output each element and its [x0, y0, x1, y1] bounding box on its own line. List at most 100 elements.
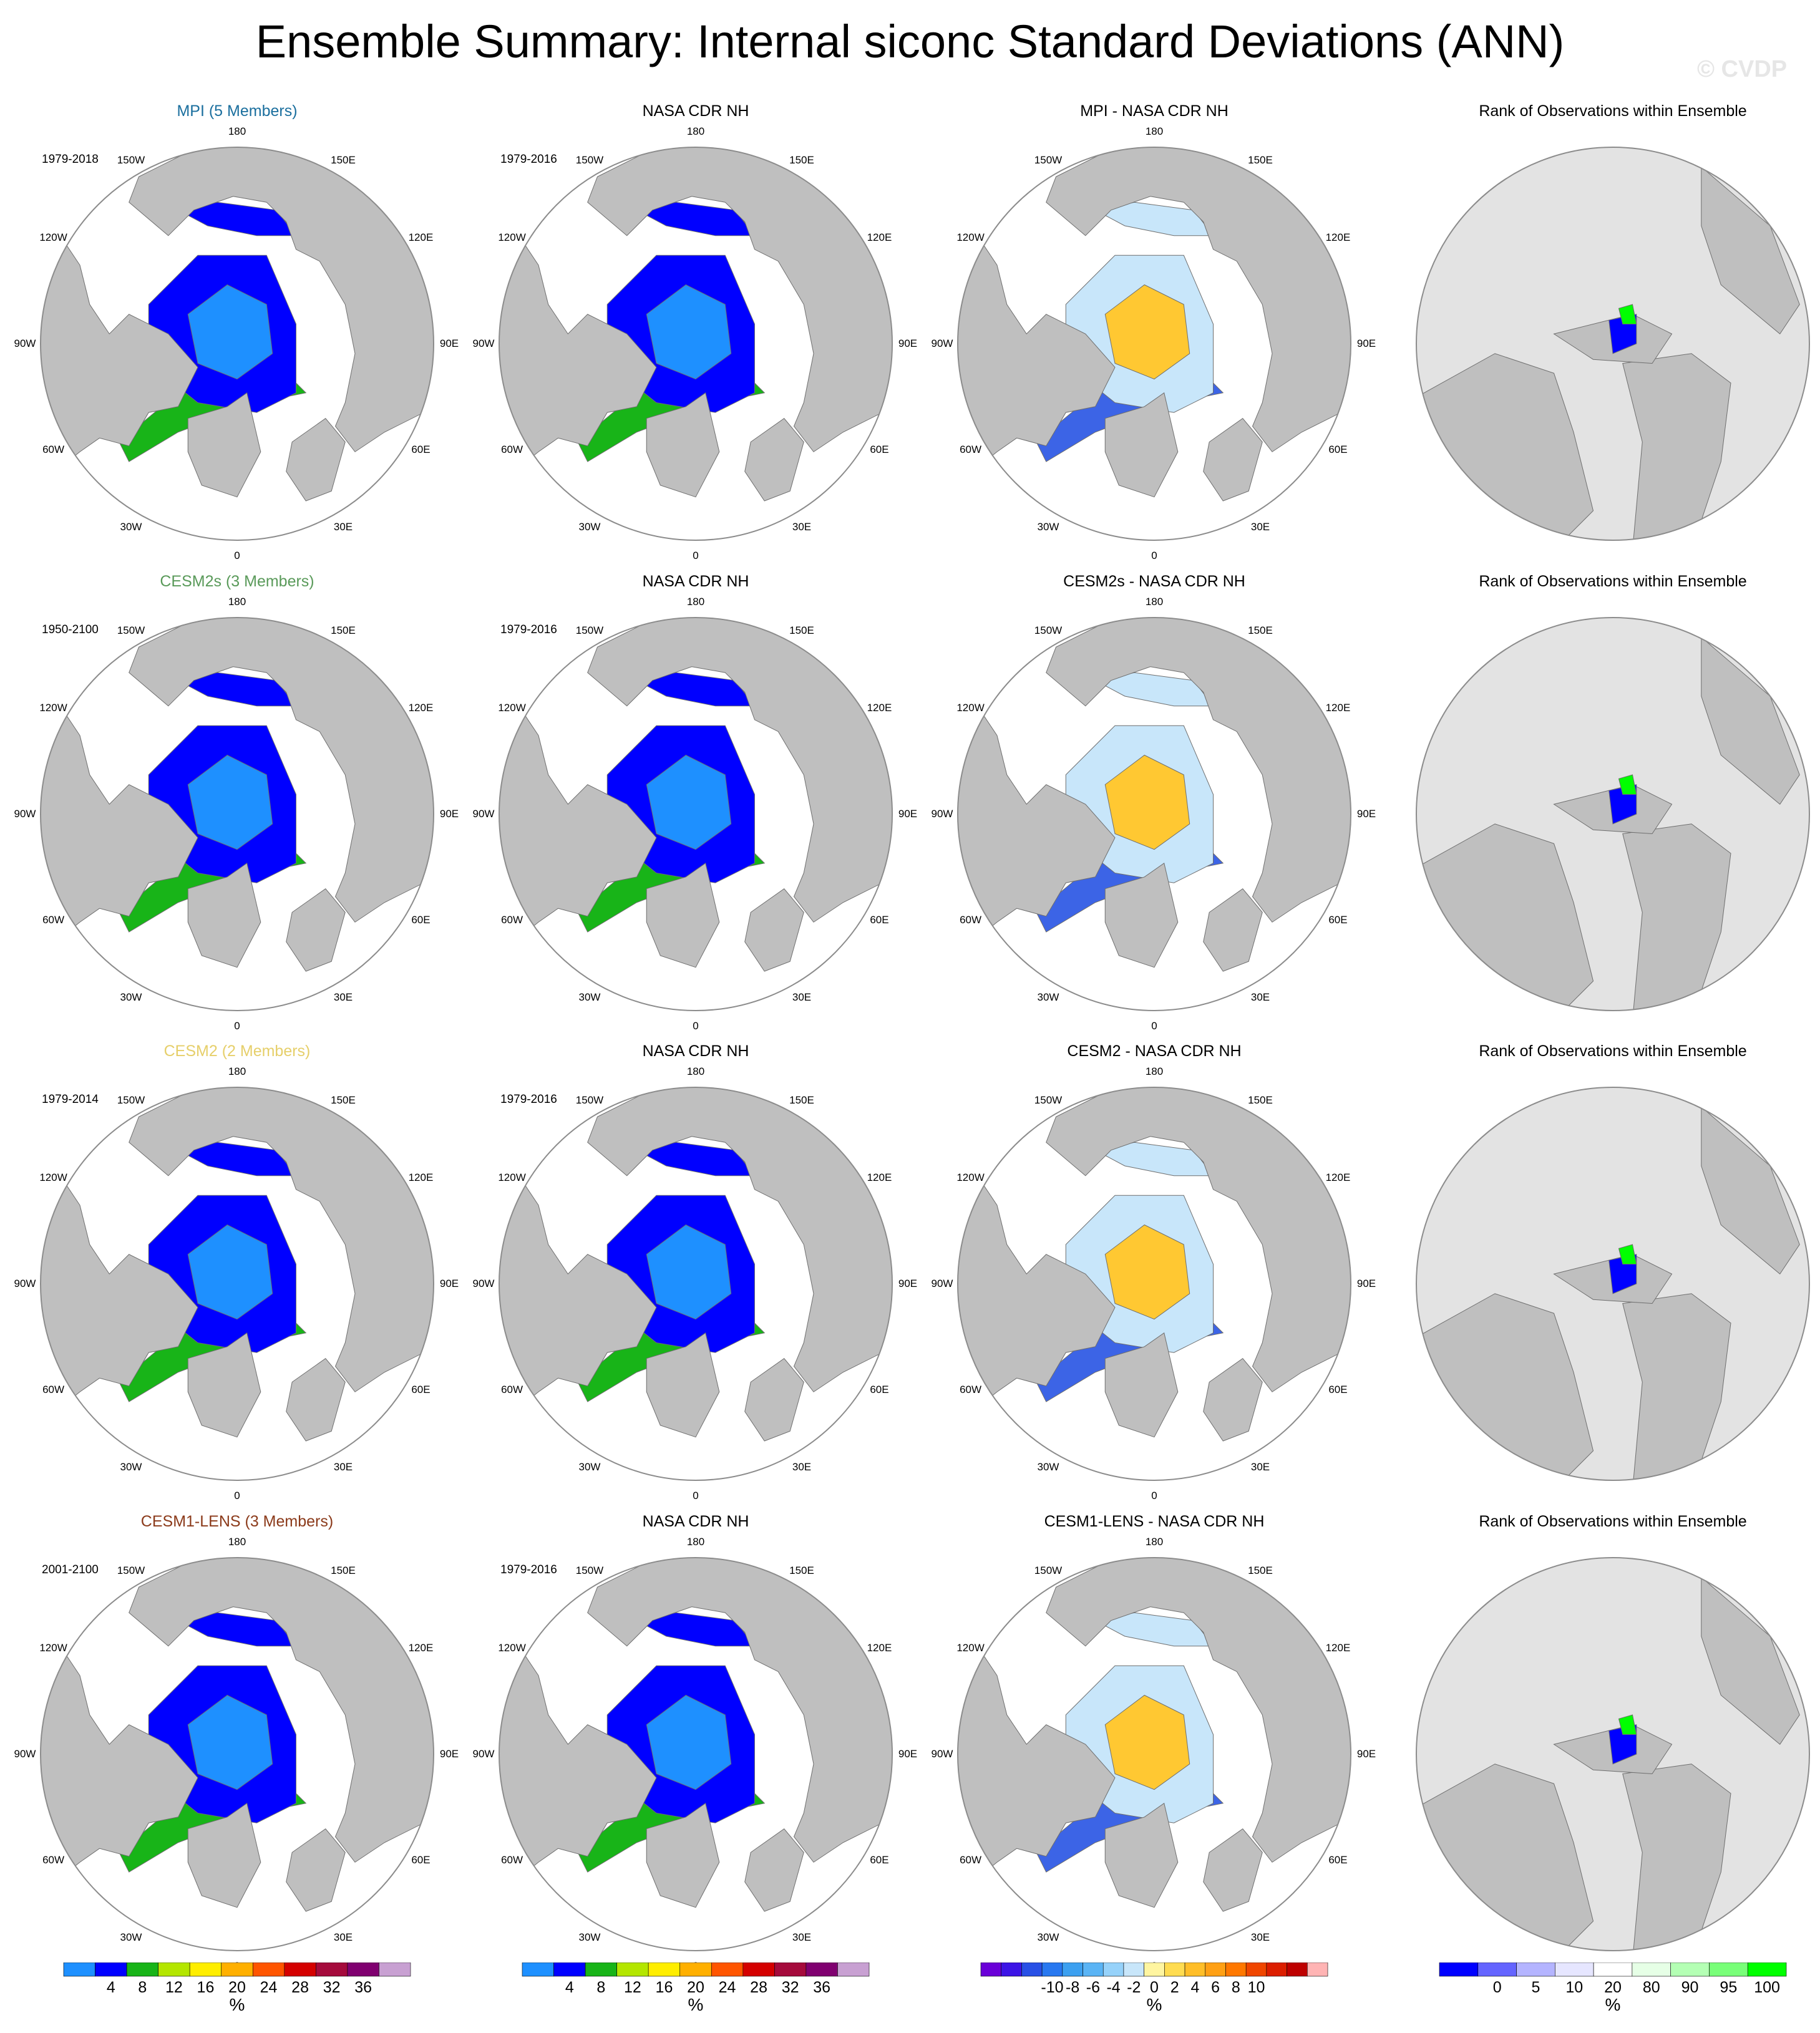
- period-label: 2001-2100: [42, 1563, 99, 1576]
- longitude-label: 120E: [408, 231, 434, 243]
- longitude-label: 0: [693, 1020, 699, 1032]
- map-border: [40, 617, 434, 1011]
- panel-title: MPI (5 Members): [177, 102, 298, 120]
- colorbar-swatch: [1083, 1963, 1104, 1977]
- land-shape: [1046, 1558, 1351, 1863]
- colorbar-tick-label: -2: [1127, 1979, 1141, 1996]
- colorbar-swatch: [648, 1963, 681, 1977]
- land-shape: [744, 1828, 804, 1912]
- colorbar-swatch: [347, 1963, 379, 1977]
- colorbar-swatch: [221, 1963, 253, 1977]
- longitude-label: 120W: [39, 702, 67, 714]
- period-label: 1979-2016: [500, 1093, 557, 1106]
- longitude-label: 90W: [931, 1748, 953, 1760]
- panel-title: CESM1-LENS (3 Members): [140, 1513, 334, 1530]
- land-shape: [187, 862, 261, 968]
- colorbar-swatch: [1307, 1963, 1328, 1977]
- land-shape: [646, 1802, 720, 1908]
- panel-title: CESM2 (2 Members): [163, 1042, 311, 1060]
- longitude-label: 60W: [960, 444, 982, 455]
- colorbar-swatch: [1516, 1963, 1555, 1977]
- land-shape: [187, 1802, 261, 1908]
- colorbar-tick-label: 90: [1681, 1979, 1699, 1996]
- longitude-label: 180: [228, 125, 246, 137]
- longitude-label: 120W: [39, 1642, 67, 1654]
- panel-title: Rank of Observations within Ensemble: [1479, 1513, 1747, 1530]
- land-shape: [587, 1087, 892, 1392]
- longitude-label: 120E: [867, 702, 892, 714]
- longitude-label: 60W: [501, 444, 523, 455]
- longitude-label: 120E: [408, 1642, 434, 1654]
- panel-title: NASA CDR NH: [642, 573, 749, 590]
- polar-map: [957, 147, 1351, 541]
- longitude-label: 30E: [1250, 1931, 1270, 1944]
- longitude-label: 0: [1151, 550, 1157, 561]
- colorbar-tick-label: 20: [687, 1979, 704, 1996]
- land-shape: [1203, 1358, 1263, 1442]
- longitude-label: 150W: [117, 153, 145, 166]
- colorbar-swatch: [126, 1963, 158, 1977]
- period-label: 1979-2016: [500, 623, 557, 636]
- longitude-label: 90E: [439, 1278, 459, 1289]
- colorbar-swatch: [1062, 1963, 1083, 1977]
- longitude-label: 120E: [1325, 1642, 1351, 1654]
- longitude-label: 60W: [960, 1384, 982, 1395]
- longitude-label: 150E: [1248, 624, 1273, 636]
- polar-map: [40, 1087, 434, 1481]
- longitude-label: 90E: [439, 337, 459, 349]
- longitude-label: 30E: [792, 1461, 812, 1473]
- rank-high-cells: [1618, 1714, 1637, 1735]
- panel-title: Rank of Observations within Ensemble: [1479, 1042, 1747, 1060]
- longitude-label: 150W: [575, 153, 604, 166]
- map-border: [1416, 147, 1810, 541]
- land-shape: [129, 618, 434, 923]
- colorbar-tick-label: 24: [260, 1979, 278, 1996]
- colorbar-swatch: [1041, 1963, 1063, 1977]
- colorbar-swatch: [585, 1963, 617, 1977]
- colorbar-swatch: [1245, 1963, 1267, 1977]
- colorbar-tick-label: 2: [1170, 1979, 1179, 1996]
- polar-map: [957, 617, 1351, 1011]
- map-border: [499, 147, 893, 541]
- longitude-label: 120E: [408, 702, 434, 714]
- longitude-label: 150W: [575, 624, 604, 636]
- colorbar-tick-label: 4: [565, 1979, 574, 1996]
- map-border: [40, 1557, 434, 1951]
- longitude-label: 90W: [472, 1748, 495, 1760]
- longitude-label: 120E: [1325, 702, 1351, 714]
- longitude-label: 60E: [411, 444, 431, 455]
- longitude-label: 180: [228, 1065, 246, 1077]
- colorbar-swatch: [95, 1963, 127, 1977]
- colorbar-tick-label: 4: [107, 1979, 115, 1996]
- longitude-label: 60W: [501, 1854, 523, 1866]
- map-border: [1416, 1087, 1810, 1481]
- longitude-label: 60W: [501, 1384, 523, 1395]
- land-shape: [1203, 888, 1263, 972]
- longitude-label: 0: [234, 550, 240, 561]
- longitude-label: 30W: [120, 1461, 142, 1473]
- colorbar-tick-label: 32: [782, 1979, 799, 1996]
- ice-region: [1104, 754, 1190, 850]
- longitude-label: 120W: [956, 702, 985, 714]
- colorbar-tick-label: -8: [1066, 1979, 1079, 1996]
- colorbar-swatch: [1144, 1963, 1165, 1977]
- longitude-label: 30E: [792, 1931, 812, 1944]
- longitude-label: 180: [1145, 596, 1164, 608]
- map-border: [957, 1087, 1351, 1481]
- colorbar-swatch: [284, 1963, 316, 1977]
- longitude-label: 150W: [1034, 1564, 1063, 1576]
- colorbar-swatch: [1225, 1963, 1247, 1977]
- ice-region: [1104, 1224, 1190, 1320]
- longitude-label: 120W: [39, 231, 67, 243]
- colorbar-tick-label: 32: [323, 1979, 341, 1996]
- longitude-label: 180: [686, 1536, 705, 1548]
- longitude-label: 60E: [1328, 1384, 1348, 1395]
- longitude-label: 120W: [498, 231, 526, 243]
- colorbar-tick-label: 16: [197, 1979, 215, 1996]
- period-label: 1950-2100: [42, 623, 99, 636]
- colorbar-tick-label: 95: [1720, 1979, 1737, 1996]
- colorbar-tick-label: 80: [1643, 1979, 1660, 1996]
- longitude-label: 60E: [411, 1854, 431, 1866]
- colorbar-swatch: [742, 1963, 775, 1977]
- land-shape: [744, 418, 804, 502]
